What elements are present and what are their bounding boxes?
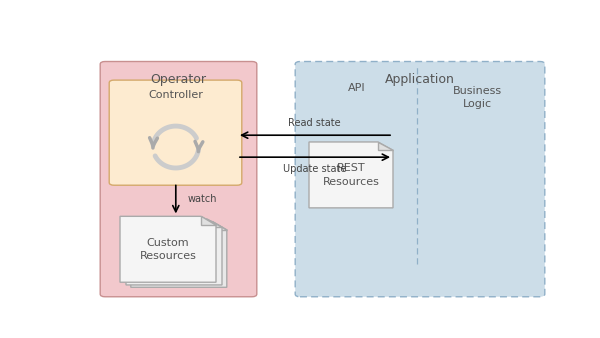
Polygon shape	[120, 216, 216, 282]
Polygon shape	[126, 219, 222, 285]
Text: Custom
Resources: Custom Resources	[140, 238, 196, 261]
Text: Read state: Read state	[288, 118, 341, 128]
Polygon shape	[131, 221, 227, 287]
Text: Operator: Operator	[151, 73, 206, 86]
FancyBboxPatch shape	[295, 62, 545, 297]
Text: API: API	[348, 83, 366, 93]
Text: Application: Application	[385, 73, 455, 86]
Text: watch: watch	[188, 194, 217, 204]
FancyBboxPatch shape	[100, 62, 257, 297]
Polygon shape	[378, 142, 393, 150]
Polygon shape	[309, 142, 393, 208]
Text: REST
Resources: REST Resources	[323, 163, 379, 187]
Text: Business
Logic: Business Logic	[452, 86, 502, 108]
Polygon shape	[201, 216, 216, 225]
Polygon shape	[207, 219, 222, 227]
FancyBboxPatch shape	[109, 80, 242, 185]
Text: Controller: Controller	[148, 90, 203, 100]
Text: Update state: Update state	[283, 164, 346, 174]
Polygon shape	[212, 221, 227, 230]
